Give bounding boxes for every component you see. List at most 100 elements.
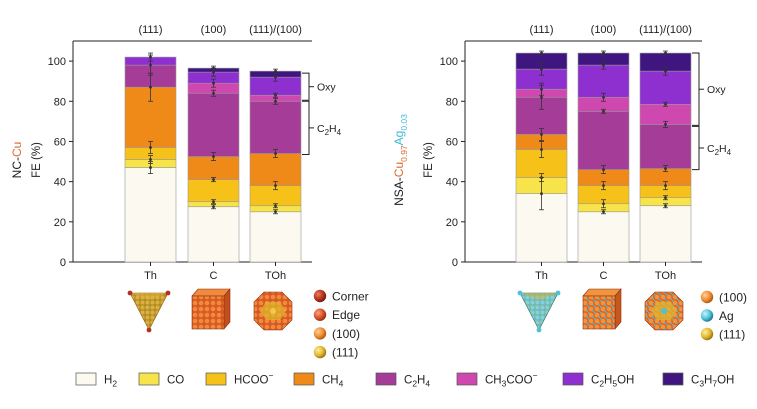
error-point xyxy=(540,67,543,71)
truncated-octahedron-particle-icon xyxy=(253,291,293,331)
legend-swatch-co xyxy=(138,372,160,386)
legend-label-co: CO xyxy=(167,375,184,387)
truncated-octahedron-ag-particle-icon xyxy=(644,291,684,331)
error-point xyxy=(664,51,667,55)
y-tick-label: 60 xyxy=(54,136,66,148)
product-legend: H2 CO HCOO− CH4 C2H4​ CH3COO− C2H5OH C3H7OH xyxy=(75,371,734,389)
error-point xyxy=(149,166,152,169)
site-label: Edge xyxy=(332,308,360,322)
bar-segment-c2h4-toh xyxy=(639,124,692,169)
site-legend-nc-cu: Corner Edge (100) (111) xyxy=(313,289,369,360)
error-point xyxy=(664,204,667,208)
y-tick-label: 20 xyxy=(54,217,66,229)
error-point xyxy=(602,210,605,214)
facet-label: (111)/(100) xyxy=(639,24,692,36)
legend-label-c2h4: C2H4​ xyxy=(404,375,430,389)
error-point xyxy=(212,66,215,70)
error-point xyxy=(664,184,667,188)
legend-label-c2h5oh: C2H5OH xyxy=(591,375,634,389)
y-tick-label: 100 xyxy=(440,56,458,68)
legend-label-ch4: CH4 xyxy=(322,375,344,389)
y-tick-label: 40 xyxy=(446,177,458,189)
error-point xyxy=(149,158,152,161)
x-tick-label: C xyxy=(210,270,218,282)
legend-label-hcoo: HCOO− xyxy=(234,371,274,387)
error-point xyxy=(664,167,667,170)
legend-swatch-hcoo xyxy=(205,372,227,386)
error-point xyxy=(602,63,605,67)
legend-label-ch3coo: CH3COO− xyxy=(485,371,538,389)
bar-segment-c2h4-c xyxy=(187,92,240,157)
bar-segment-ch4-toh xyxy=(249,153,302,186)
site-label: (111) xyxy=(719,328,745,342)
legend-swatch-h2 xyxy=(75,372,97,386)
bracket-c2h4 xyxy=(302,100,310,156)
y-axis-title-fe: FE (%) xyxy=(31,142,43,178)
error-point xyxy=(274,184,277,188)
y-tick-label: 80 xyxy=(446,96,458,108)
error-point xyxy=(212,81,215,85)
bracket-label: C2H4 xyxy=(707,143,732,157)
error-point xyxy=(274,99,277,103)
site-label: (100) xyxy=(332,327,360,341)
error-point xyxy=(664,69,667,73)
error-point xyxy=(212,91,215,95)
error-point xyxy=(540,192,543,196)
error-point xyxy=(540,133,543,136)
error-point xyxy=(212,70,215,74)
error-point xyxy=(274,152,277,155)
site-ball-icon xyxy=(313,289,327,303)
facet-label: (111)/(100) xyxy=(249,24,302,36)
facet-label: (111) xyxy=(529,24,553,36)
legend-label-c3h7oh: C3H7OH xyxy=(691,375,734,389)
error-point xyxy=(540,176,543,180)
legend-swatch-c3h7oh xyxy=(662,372,684,386)
bar-segment-c2h4-toh xyxy=(249,100,302,154)
error-point xyxy=(664,122,667,126)
site-ball-icon xyxy=(313,327,327,340)
x-tick-label: Th xyxy=(144,270,157,282)
bar-segment-h2-c xyxy=(187,206,240,263)
x-tick-label: Th xyxy=(535,270,548,282)
x-tick-label: TOh xyxy=(655,270,676,282)
bar-segment-hcoo-c xyxy=(187,179,240,203)
site-label: Corner xyxy=(332,290,369,304)
legend-swatch-ch4 xyxy=(293,372,315,386)
error-point xyxy=(664,196,667,200)
error-point xyxy=(274,75,277,79)
error-point xyxy=(540,95,543,99)
site-ball-icon xyxy=(313,345,327,359)
bar-segment-h2-toh xyxy=(249,211,302,263)
bar-segment-h2-toh xyxy=(639,205,692,263)
error-point xyxy=(212,205,215,209)
site-label: (111) xyxy=(332,346,358,360)
site-label: (100) xyxy=(719,291,747,305)
y-tick-label: 0 xyxy=(452,257,458,269)
error-point xyxy=(149,63,152,67)
bracket-label: C2H4 xyxy=(317,123,342,137)
error-point xyxy=(540,51,543,55)
bar-segment-h2-th xyxy=(124,167,177,263)
error-point xyxy=(602,184,605,188)
nanoparticles-nsa-cuag: (100) Ag (111) xyxy=(517,288,747,342)
nanoparticles-nc-cu: Corner Edge (100) (111) xyxy=(127,288,369,360)
error-point xyxy=(602,202,605,206)
error-point xyxy=(212,178,215,182)
error-point xyxy=(274,210,277,214)
cube-ag-particle-icon xyxy=(582,288,622,330)
y-tick-label: 40 xyxy=(54,177,66,189)
error-point xyxy=(274,204,277,208)
bracket-label: Oxy xyxy=(317,82,336,94)
site-legend-nsa-cuag: (100) Ag (111) xyxy=(700,291,747,342)
error-point xyxy=(212,155,215,158)
cube-particle-icon xyxy=(191,288,231,330)
error-point xyxy=(602,109,605,113)
error-point xyxy=(602,95,605,99)
error-point xyxy=(602,51,605,55)
facet-label: (100) xyxy=(201,24,227,36)
error-point xyxy=(664,102,667,106)
x-tick-label: C xyxy=(600,270,608,282)
bracket-oxy xyxy=(692,52,700,126)
bracket-oxy xyxy=(302,72,310,101)
facet-label: (111) xyxy=(138,24,162,36)
